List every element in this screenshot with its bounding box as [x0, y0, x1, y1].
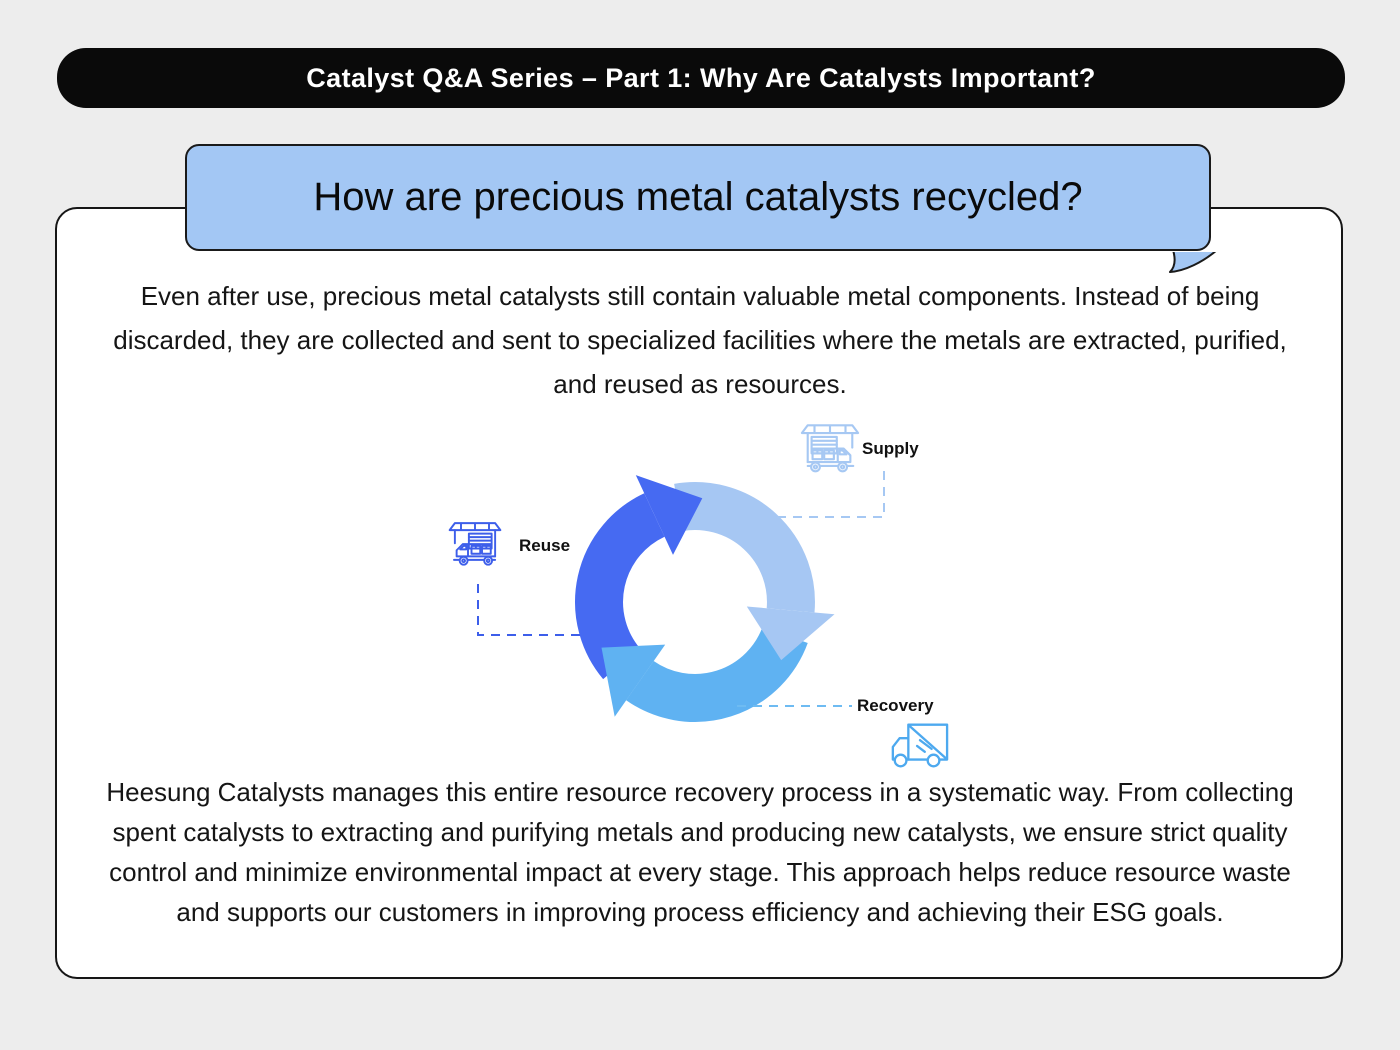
recovery-connector-line	[737, 705, 852, 707]
outro-paragraph: Heesung Catalysts manages this entire re…	[106, 777, 1294, 927]
cycle-arrowhead-sky	[601, 644, 666, 717]
supply-connector-line	[777, 468, 885, 518]
reuse-connector-line	[477, 584, 586, 636]
recovery-label: Recovery	[857, 696, 934, 715]
banner: Catalyst Q&A Series – Part 1: Why Are Ca…	[57, 48, 1345, 108]
question-text: How are precious metal catalysts recycle…	[313, 175, 1083, 219]
cycle-arc-dark	[575, 493, 666, 680]
cycle-arc-light	[674, 482, 815, 613]
recovery-delivery-truck-icon	[891, 723, 949, 768]
banner-title: Catalyst Q&A Series – Part 1: Why Are Ca…	[306, 62, 1096, 93]
question-bubble-tail-icon	[1169, 252, 1217, 273]
cycle-arrowhead-light	[746, 606, 835, 661]
cycle-arrowhead-dark	[635, 475, 703, 555]
intro-paragraph: Even after use, precious metal catalysts…	[113, 281, 1287, 399]
recycle-cycle-diagram	[575, 475, 835, 722]
supply-warehouse-truck-icon	[800, 424, 860, 473]
content-card	[55, 207, 1343, 979]
reuse-warehouse-truck-icon	[448, 522, 502, 566]
question-bubble: How are precious metal catalysts recycle…	[185, 144, 1211, 251]
cycle-arc-sky	[626, 625, 808, 722]
reuse-label: Reuse	[519, 536, 571, 555]
supply-label: Supply	[862, 439, 919, 458]
